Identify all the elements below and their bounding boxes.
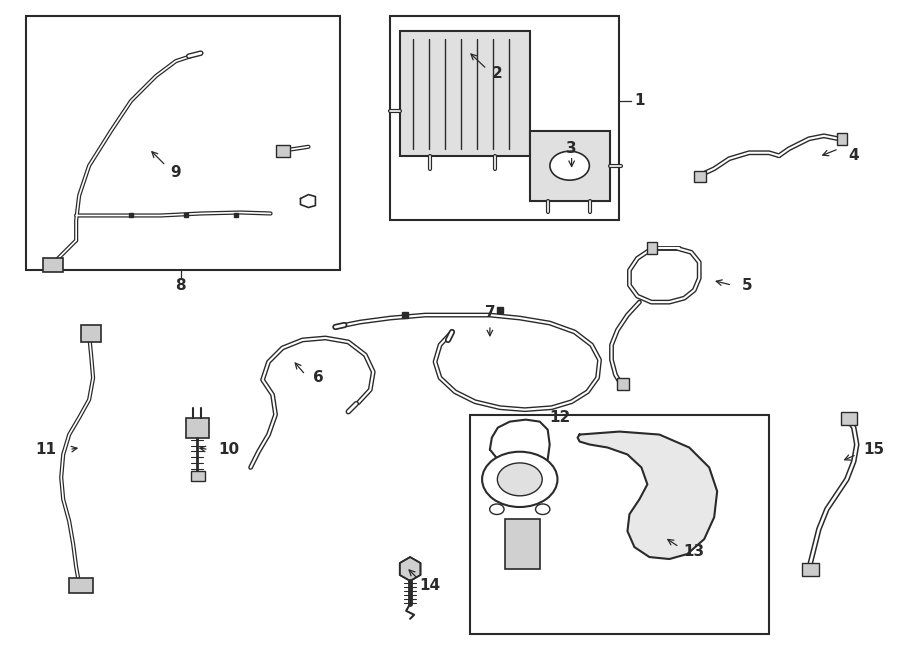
Circle shape [550,151,590,180]
Polygon shape [578,432,717,559]
Bar [617,378,629,390]
Text: 3: 3 [566,141,577,156]
Polygon shape [400,557,420,581]
Bar [841,412,857,424]
Bar [505,519,540,569]
Text: 15: 15 [863,442,885,457]
Circle shape [482,451,557,507]
Text: 2: 2 [491,65,502,81]
Bar [43,258,63,272]
Text: 13: 13 [684,543,705,559]
Bar [802,563,819,576]
Text: 8: 8 [176,278,186,293]
Bar [694,171,706,182]
Text: 14: 14 [419,578,441,594]
Bar [26,17,340,270]
Text: 9: 9 [170,165,181,180]
Bar [391,17,619,221]
Bar [837,133,847,145]
Bar [530,131,609,200]
Bar [275,145,291,157]
Text: 6: 6 [313,370,324,385]
Bar [647,243,657,254]
Text: 5: 5 [742,278,752,293]
Text: 4: 4 [849,148,859,163]
Bar [185,418,209,438]
Text: 1: 1 [634,93,644,108]
Text: 12: 12 [549,410,571,425]
Text: 11: 11 [35,442,56,457]
Bar [470,414,769,634]
Circle shape [490,504,504,514]
Bar [191,471,205,481]
Circle shape [498,463,542,496]
Bar [69,578,93,593]
Text: 10: 10 [218,442,239,457]
Circle shape [536,504,550,514]
Bar [81,325,101,342]
Text: 7: 7 [484,305,495,319]
Bar [400,31,530,156]
